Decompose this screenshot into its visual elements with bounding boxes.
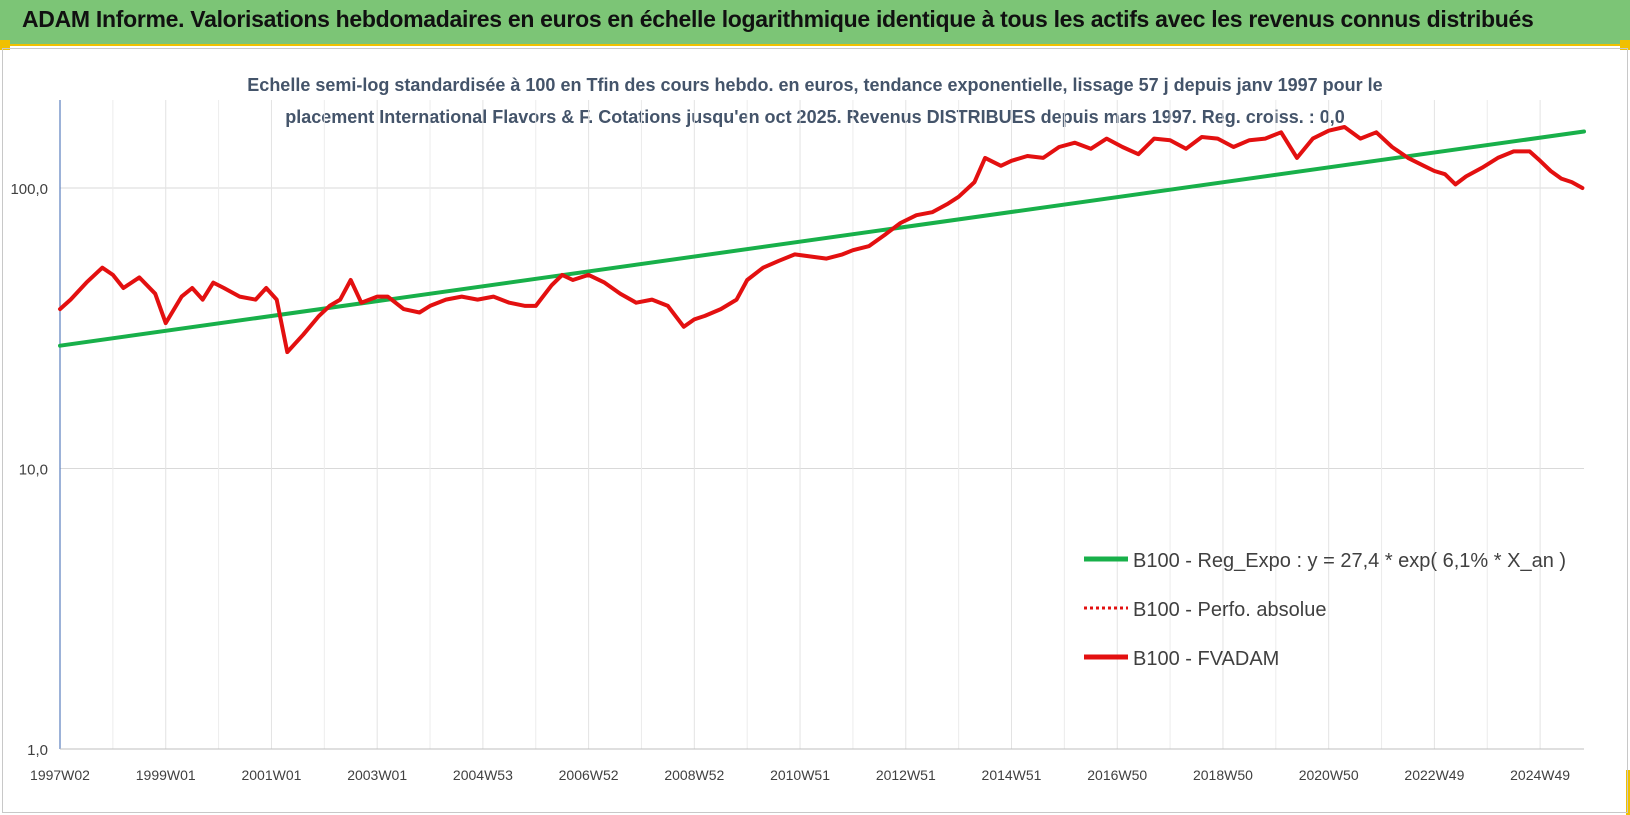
x-tick-label: 2001W01	[241, 767, 301, 783]
x-tick-label: 2003W01	[347, 767, 407, 783]
y-tick-label: 1,0	[27, 742, 48, 759]
legend-label-reg-expo: B100 - Reg_Expo : y = 27,4 * exp( 6,1% *…	[1133, 550, 1566, 572]
chart-frame	[2, 48, 1628, 813]
x-axis-ticks: 1997W02 1999W01 2001W01 2003W01 2004W53 2006W…	[30, 767, 1570, 783]
y-tick-label: 100,0	[10, 181, 48, 198]
corner-decoration-bottom-right	[1626, 770, 1630, 815]
grid	[59, 100, 1584, 750]
x-tick-label: 2016W50	[1087, 767, 1147, 783]
x-tick-label: 2008W52	[664, 767, 724, 783]
corner-decoration-right	[1620, 40, 1630, 50]
x-tick-label: 2020W50	[1299, 767, 1359, 783]
chart-subtitle-line-1: Echelle semi-log standardisée à 100 en T…	[247, 75, 1382, 95]
x-tick-label: 2024W49	[1510, 767, 1570, 783]
page-title: ADAM Informe. Valorisations hebdomadaire…	[22, 6, 1534, 32]
x-tick-label: 1999W01	[136, 767, 196, 783]
x-tick-label: 2022W49	[1404, 767, 1464, 783]
title-bar: ADAM Informe. Valorisations hebdomadaire…	[0, 0, 1630, 46]
series-reg-expo-line	[58, 129, 1586, 348]
x-tick-label: 2014W51	[982, 767, 1042, 783]
chart-subtitle-line-2: placement International Flavors & F. Cot…	[285, 107, 1345, 127]
x-tick-label: 2012W51	[876, 767, 936, 783]
x-tick-label: 2010W51	[770, 767, 830, 783]
x-tick-label: 2006W52	[559, 767, 619, 783]
x-tick-label: 2018W50	[1193, 767, 1253, 783]
corner-decoration-left	[0, 40, 10, 50]
legend-label-perfo-absolue: B100 - Perfo. absolue	[1133, 599, 1326, 621]
legend: B100 - Reg_Expo : y = 27,4 * exp( 6,1% *…	[1084, 550, 1566, 670]
y-tick-label: 10,0	[19, 462, 48, 479]
series-group	[58, 125, 1586, 355]
x-tick-label: 2004W53	[453, 767, 513, 783]
series-fvadam-line	[58, 125, 1585, 355]
x-tick-label: 1997W02	[30, 767, 90, 783]
legend-label-fvadam: B100 - FVADAM	[1133, 648, 1279, 670]
y-axis-ticks: 1,0 10,0 100,0	[10, 181, 48, 759]
